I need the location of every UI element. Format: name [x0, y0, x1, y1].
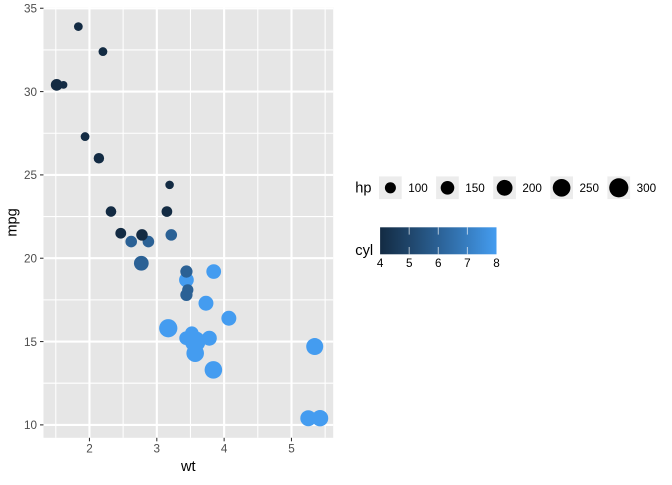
svg-text:mpg: mpg: [5, 208, 21, 236]
svg-text:200: 200: [522, 182, 542, 195]
svg-text:20: 20: [24, 252, 38, 265]
svg-text:7: 7: [464, 257, 471, 270]
svg-text:8: 8: [493, 257, 500, 270]
svg-text:cyl: cyl: [355, 243, 373, 259]
svg-text:6: 6: [435, 257, 442, 270]
svg-text:100: 100: [408, 182, 428, 195]
svg-text:10: 10: [24, 419, 38, 432]
svg-text:300: 300: [637, 182, 657, 195]
svg-text:30: 30: [24, 86, 38, 99]
svg-text:hp: hp: [355, 181, 371, 197]
svg-text:4: 4: [221, 443, 228, 456]
svg-text:wt: wt: [180, 459, 196, 475]
svg-text:15: 15: [24, 336, 38, 349]
svg-text:4: 4: [377, 257, 384, 270]
svg-text:25: 25: [24, 169, 38, 182]
svg-text:250: 250: [580, 182, 600, 195]
svg-text:2: 2: [86, 443, 93, 456]
svg-text:5: 5: [288, 443, 295, 456]
svg-text:3: 3: [154, 443, 161, 456]
svg-text:150: 150: [465, 182, 485, 195]
svg-text:35: 35: [24, 2, 38, 15]
svg-text:5: 5: [406, 257, 413, 270]
